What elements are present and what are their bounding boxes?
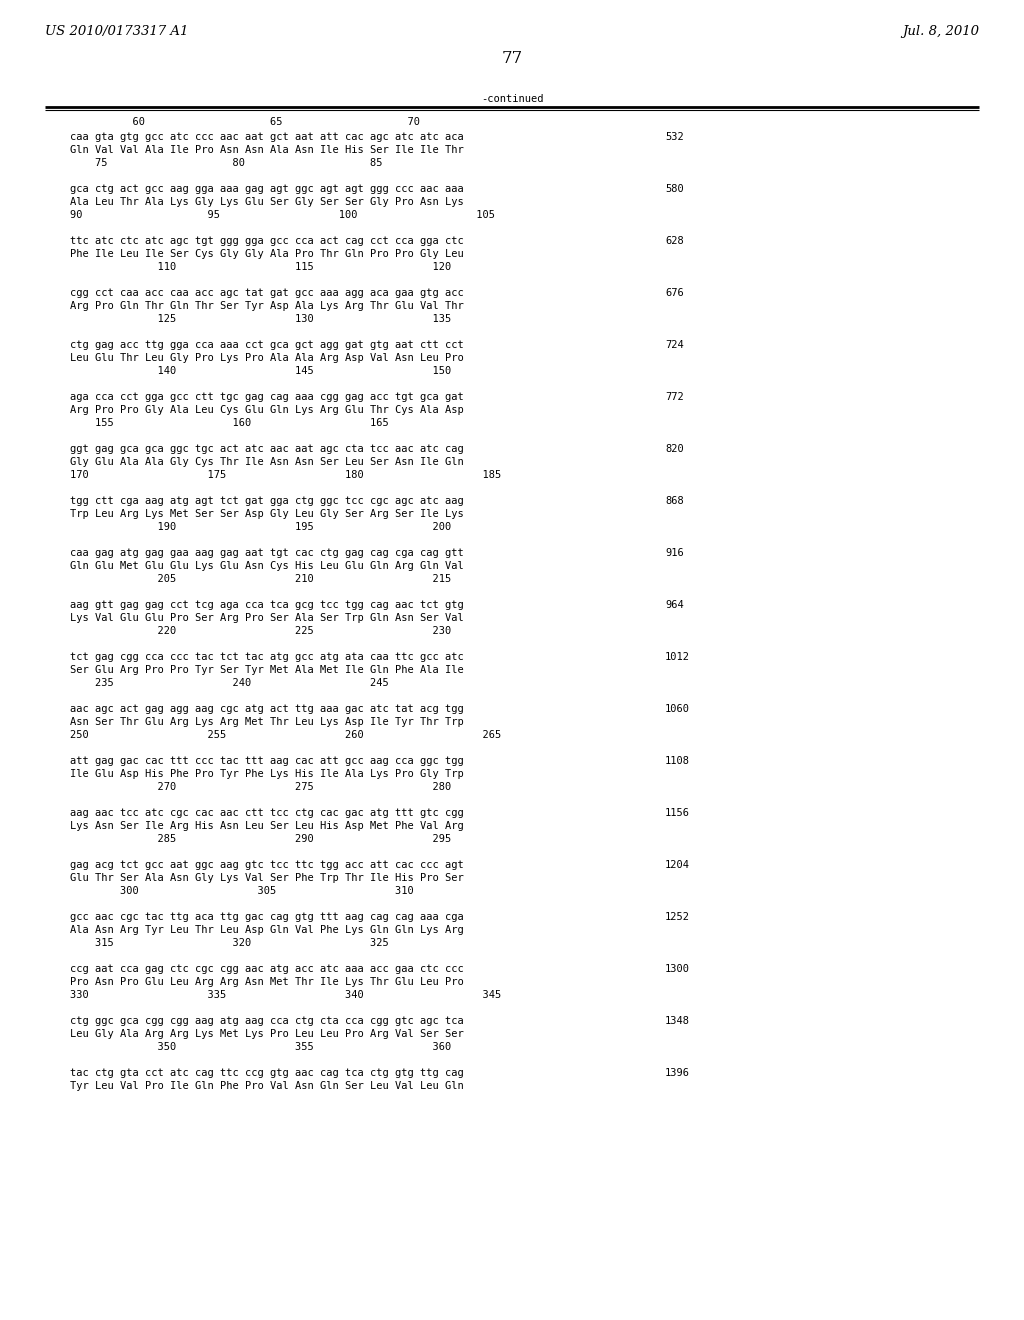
- Text: 250                   255                   260                   265: 250 255 260 265: [70, 730, 502, 741]
- Text: 77: 77: [502, 50, 522, 67]
- Text: 220                   225                   230: 220 225 230: [70, 626, 452, 636]
- Text: ttc atc ctc atc agc tgt ggg gga gcc cca act cag cct cca gga ctc: ttc atc ctc atc agc tgt ggg gga gcc cca …: [70, 236, 464, 246]
- Text: Trp Leu Arg Lys Met Ser Ser Asp Gly Leu Gly Ser Arg Ser Ile Lys: Trp Leu Arg Lys Met Ser Ser Asp Gly Leu …: [70, 510, 464, 519]
- Text: 580: 580: [665, 183, 684, 194]
- Text: 170                   175                   180                   185: 170 175 180 185: [70, 470, 502, 480]
- Text: aac agc act gag agg aag cgc atg act ttg aaa gac atc tat acg tgg: aac agc act gag agg aag cgc atg act ttg …: [70, 704, 464, 714]
- Text: 724: 724: [665, 341, 684, 350]
- Text: cgg cct caa acc caa acc agc tat gat gcc aaa agg aca gaa gtg acc: cgg cct caa acc caa acc agc tat gat gcc …: [70, 288, 464, 298]
- Text: 235                   240                   245: 235 240 245: [70, 678, 389, 688]
- Text: Gln Val Val Ala Ile Pro Asn Asn Ala Asn Ile His Ser Ile Ile Thr: Gln Val Val Ala Ile Pro Asn Asn Ala Asn …: [70, 145, 464, 154]
- Text: Glu Thr Ser Ala Asn Gly Lys Val Ser Phe Trp Thr Ile His Pro Ser: Glu Thr Ser Ala Asn Gly Lys Val Ser Phe …: [70, 873, 464, 883]
- Text: Arg Pro Gln Thr Gln Thr Ser Tyr Asp Ala Lys Arg Thr Glu Val Thr: Arg Pro Gln Thr Gln Thr Ser Tyr Asp Ala …: [70, 301, 464, 312]
- Text: 1252: 1252: [665, 912, 690, 921]
- Text: Lys Val Glu Glu Pro Ser Arg Pro Ser Ala Ser Trp Gln Asn Ser Val: Lys Val Glu Glu Pro Ser Arg Pro Ser Ala …: [70, 612, 464, 623]
- Text: 140                   145                   150: 140 145 150: [70, 366, 452, 376]
- Text: 532: 532: [665, 132, 684, 143]
- Text: ggt gag gca gca ggc tgc act atc aac aat agc cta tcc aac atc cag: ggt gag gca gca ggc tgc act atc aac aat …: [70, 444, 464, 454]
- Text: 1156: 1156: [665, 808, 690, 818]
- Text: 1060: 1060: [665, 704, 690, 714]
- Text: ccg aat cca gag ctc cgc cgg aac atg acc atc aaa acc gaa ctc ccc: ccg aat cca gag ctc cgc cgg aac atg acc …: [70, 964, 464, 974]
- Text: 772: 772: [665, 392, 684, 403]
- Text: 1348: 1348: [665, 1016, 690, 1026]
- Text: 868: 868: [665, 496, 684, 506]
- Text: 60                    65                    70: 60 65 70: [70, 117, 420, 127]
- Text: Leu Gly Ala Arg Arg Lys Met Lys Pro Leu Leu Pro Arg Val Ser Ser: Leu Gly Ala Arg Arg Lys Met Lys Pro Leu …: [70, 1030, 464, 1039]
- Text: 1204: 1204: [665, 861, 690, 870]
- Text: tgg ctt cga aag atg agt tct gat gga ctg ggc tcc cgc agc atc aag: tgg ctt cga aag atg agt tct gat gga ctg …: [70, 496, 464, 506]
- Text: Tyr Leu Val Pro Ile Gln Phe Pro Val Asn Gln Ser Leu Val Leu Gln: Tyr Leu Val Pro Ile Gln Phe Pro Val Asn …: [70, 1081, 464, 1092]
- Text: Leu Glu Thr Leu Gly Pro Lys Pro Ala Ala Arg Asp Val Asn Leu Pro: Leu Glu Thr Leu Gly Pro Lys Pro Ala Ala …: [70, 352, 464, 363]
- Text: gcc aac cgc tac ttg aca ttg gac cag gtg ttt aag cag cag aaa cga: gcc aac cgc tac ttg aca ttg gac cag gtg …: [70, 912, 464, 921]
- Text: Ile Glu Asp His Phe Pro Tyr Phe Lys His Ile Ala Lys Pro Gly Trp: Ile Glu Asp His Phe Pro Tyr Phe Lys His …: [70, 770, 464, 779]
- Text: 125                   130                   135: 125 130 135: [70, 314, 452, 323]
- Text: Ala Leu Thr Ala Lys Gly Lys Glu Ser Gly Ser Ser Gly Pro Asn Lys: Ala Leu Thr Ala Lys Gly Lys Glu Ser Gly …: [70, 197, 464, 207]
- Text: 350                   355                   360: 350 355 360: [70, 1041, 452, 1052]
- Text: 330                   335                   340                   345: 330 335 340 345: [70, 990, 502, 1001]
- Text: gag acg tct gcc aat ggc aag gtc tcc ttc tgg acc att cac ccc agt: gag acg tct gcc aat ggc aag gtc tcc ttc …: [70, 861, 464, 870]
- Text: Ala Asn Arg Tyr Leu Thr Leu Asp Gln Val Phe Lys Gln Gln Lys Arg: Ala Asn Arg Tyr Leu Thr Leu Asp Gln Val …: [70, 925, 464, 935]
- Text: Phe Ile Leu Ile Ser Cys Gly Gly Ala Pro Thr Gln Pro Pro Gly Leu: Phe Ile Leu Ile Ser Cys Gly Gly Ala Pro …: [70, 249, 464, 259]
- Text: caa gag atg gag gaa aag gag aat tgt cac ctg gag cag cga cag gtt: caa gag atg gag gaa aag gag aat tgt cac …: [70, 548, 464, 558]
- Text: 964: 964: [665, 601, 684, 610]
- Text: gca ctg act gcc aag gga aaa gag agt ggc agt agt ggg ccc aac aaa: gca ctg act gcc aag gga aaa gag agt ggc …: [70, 183, 464, 194]
- Text: Ser Glu Arg Pro Pro Tyr Ser Tyr Met Ala Met Ile Gln Phe Ala Ile: Ser Glu Arg Pro Pro Tyr Ser Tyr Met Ala …: [70, 665, 464, 675]
- Text: 1012: 1012: [665, 652, 690, 663]
- Text: 190                   195                   200: 190 195 200: [70, 521, 452, 532]
- Text: ctg gag acc ttg gga cca aaa cct gca gct agg gat gtg aat ctt cct: ctg gag acc ttg gga cca aaa cct gca gct …: [70, 341, 464, 350]
- Text: 155                   160                   165: 155 160 165: [70, 418, 389, 428]
- Text: 90                    95                   100                   105: 90 95 100 105: [70, 210, 495, 220]
- Text: 285                   290                   295: 285 290 295: [70, 834, 452, 843]
- Text: Lys Asn Ser Ile Arg His Asn Leu Ser Leu His Asp Met Phe Val Arg: Lys Asn Ser Ile Arg His Asn Leu Ser Leu …: [70, 821, 464, 832]
- Text: US 2010/0173317 A1: US 2010/0173317 A1: [45, 25, 188, 38]
- Text: -continued: -continued: [480, 94, 544, 104]
- Text: Jul. 8, 2010: Jul. 8, 2010: [902, 25, 979, 38]
- Text: 1300: 1300: [665, 964, 690, 974]
- Text: aag aac tcc atc cgc cac aac ctt tcc ctg cac gac atg ttt gtc cgg: aag aac tcc atc cgc cac aac ctt tcc ctg …: [70, 808, 464, 818]
- Text: 820: 820: [665, 444, 684, 454]
- Text: 916: 916: [665, 548, 684, 558]
- Text: 315                   320                   325: 315 320 325: [70, 939, 389, 948]
- Text: 1396: 1396: [665, 1068, 690, 1078]
- Text: aga cca cct gga gcc ctt tgc gag cag aaa cgg gag acc tgt gca gat: aga cca cct gga gcc ctt tgc gag cag aaa …: [70, 392, 464, 403]
- Text: att gag gac cac ttt ccc tac ttt aag cac att gcc aag cca ggc tgg: att gag gac cac ttt ccc tac ttt aag cac …: [70, 756, 464, 766]
- Text: 676: 676: [665, 288, 684, 298]
- Text: 75                    80                    85: 75 80 85: [70, 158, 383, 168]
- Text: Asn Ser Thr Glu Arg Lys Arg Met Thr Leu Lys Asp Ile Tyr Thr Trp: Asn Ser Thr Glu Arg Lys Arg Met Thr Leu …: [70, 717, 464, 727]
- Text: 205                   210                   215: 205 210 215: [70, 574, 452, 583]
- Text: 110                   115                   120: 110 115 120: [70, 261, 452, 272]
- Text: 1108: 1108: [665, 756, 690, 766]
- Text: aag gtt gag gag cct tcg aga cca tca gcg tcc tgg cag aac tct gtg: aag gtt gag gag cct tcg aga cca tca gcg …: [70, 601, 464, 610]
- Text: Gln Glu Met Glu Glu Lys Glu Asn Cys His Leu Glu Gln Arg Gln Val: Gln Glu Met Glu Glu Lys Glu Asn Cys His …: [70, 561, 464, 572]
- Text: 628: 628: [665, 236, 684, 246]
- Text: 300                   305                   310: 300 305 310: [70, 886, 414, 896]
- Text: Arg Pro Pro Gly Ala Leu Cys Glu Gln Lys Arg Glu Thr Cys Ala Asp: Arg Pro Pro Gly Ala Leu Cys Glu Gln Lys …: [70, 405, 464, 414]
- Text: ctg ggc gca cgg cgg aag atg aag cca ctg cta cca cgg gtc agc tca: ctg ggc gca cgg cgg aag atg aag cca ctg …: [70, 1016, 464, 1026]
- Text: Gly Glu Ala Ala Gly Cys Thr Ile Asn Asn Ser Leu Ser Asn Ile Gln: Gly Glu Ala Ala Gly Cys Thr Ile Asn Asn …: [70, 457, 464, 467]
- Text: caa gta gtg gcc atc ccc aac aat gct aat att cac agc atc atc aca: caa gta gtg gcc atc ccc aac aat gct aat …: [70, 132, 464, 143]
- Text: tct gag cgg cca ccc tac tct tac atg gcc atg ata caa ttc gcc atc: tct gag cgg cca ccc tac tct tac atg gcc …: [70, 652, 464, 663]
- Text: 270                   275                   280: 270 275 280: [70, 781, 452, 792]
- Text: tac ctg gta cct atc cag ttc ccg gtg aac cag tca ctg gtg ttg cag: tac ctg gta cct atc cag ttc ccg gtg aac …: [70, 1068, 464, 1078]
- Text: Pro Asn Pro Glu Leu Arg Arg Asn Met Thr Ile Lys Thr Glu Leu Pro: Pro Asn Pro Glu Leu Arg Arg Asn Met Thr …: [70, 977, 464, 987]
